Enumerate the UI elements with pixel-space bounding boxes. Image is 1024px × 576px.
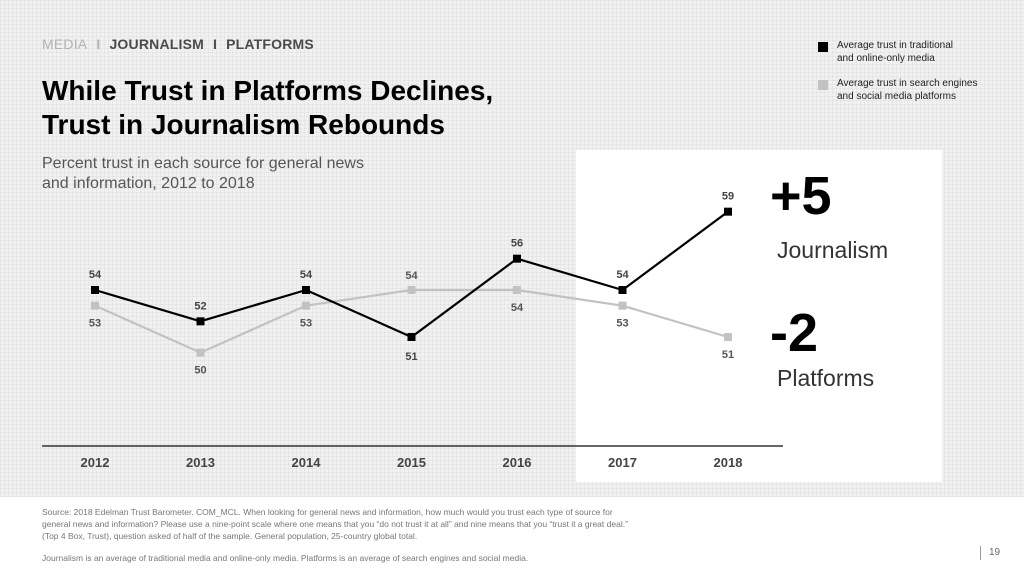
data-point-journalism [724,207,732,216]
data-point-platforms [196,348,205,357]
page-number: 19 [980,546,1000,560]
legend-swatch-platforms [818,80,828,90]
footer-area [0,497,1024,576]
source-footnote: Source: 2018 Edelman Trust Barometer. CO… [42,506,742,542]
legend-label-line: Average trust in traditional [837,40,953,51]
legend-label-line: Average trust in search engines [837,78,978,89]
data-point-platforms [724,333,732,341]
legend-item-journalism: Average trust in traditional and online-… [818,39,1008,65]
legend-item-platforms: Average trust in search engines and soci… [818,77,1008,103]
platforms-change-value: -2 [770,303,819,363]
breadcrumb-item-media: MEDIA [42,36,88,52]
breadcrumb-separator: I [213,36,218,52]
data-label-journalism: 54 [616,269,629,281]
data-label-platforms: 54 [405,270,418,282]
data-point-platforms [91,301,99,310]
chart-subtitle: Percent trust in each source for general… [42,154,442,194]
data-label-platforms: 51 [722,349,734,361]
data-label-journalism: 54 [300,269,313,281]
data-label-journalism: 54 [89,269,102,281]
x-tick-label: 2018 [714,455,743,470]
page-title-line-2: Trust in Journalism Rebounds [42,109,445,140]
data-point-platforms [302,301,310,310]
breadcrumb-item-platforms: PLATFORMS [226,36,314,52]
legend-label-journalism: Average trust in traditional and online-… [837,39,953,65]
data-label-platforms: 53 [616,318,628,330]
breadcrumb-item-journalism: JOURNALISM [109,36,204,52]
data-point-platforms [618,301,627,310]
x-tick-label: 2013 [186,455,215,470]
page-title: While Trust in Platforms Declines, Trust… [42,74,562,142]
platforms-change-label: Platforms [777,365,875,391]
x-tick-label: 2017 [608,455,637,470]
data-point-journalism [513,254,521,263]
breadcrumb: MEDIA I JOURNALISM I PLATFORMS [42,36,314,52]
data-point-platforms [513,286,521,294]
breadcrumb-separator: I [96,36,101,52]
journalism-change-label: Journalism [777,237,889,263]
chart-subtitle-line-1: Percent trust in each source for general… [42,155,364,172]
x-tick-label: 2016 [503,455,532,470]
highlight-panel [576,150,942,482]
data-point-journalism [407,333,416,341]
data-label-platforms: 54 [511,302,524,314]
legend-swatch-journalism [818,42,828,52]
x-tick-label: 2012 [81,455,110,470]
chart-legend: Average trust in traditional and online-… [818,39,1008,115]
journalism-change-value: +5 [770,166,832,226]
definition-footnote: Journalism is an average of traditional … [42,553,529,563]
data-label-platforms: 50 [194,365,206,377]
data-point-journalism [91,286,99,294]
series-line-platforms [94,288,729,354]
data-point-journalism [196,317,205,326]
source-line-2: general news and information? Please use… [42,519,628,529]
page-title-line-1: While Trust in Platforms Declines, [42,75,494,106]
data-label-journalism: 51 [405,351,417,363]
data-label-journalism: 56 [511,238,523,250]
legend-label-line: and online-only media [837,53,935,64]
chart-subtitle-line-2: and information, 2012 to 2018 [42,175,255,192]
data-point-journalism [302,286,310,294]
x-tick-label: 2014 [292,455,322,470]
data-point-journalism [618,286,627,294]
data-label-journalism: 59 [722,191,734,203]
source-line-1: Source: 2018 Edelman Trust Barometer. CO… [42,507,613,517]
data-point-platforms [407,286,416,294]
legend-label-platforms: Average trust in search engines and soci… [837,77,977,103]
x-tick-label: 2015 [397,455,426,470]
data-label-journalism: 52 [194,300,206,312]
legend-label-line: and social media platforms [837,91,956,102]
data-label-platforms: 53 [300,318,312,330]
data-label-platforms: 53 [89,318,101,330]
source-line-3: (Top 4 Box, Trust), question asked of ha… [42,531,418,541]
line-chart: 2012 2013 2014 2015 2016 2017 2018 54 52 54 51 56 54… [42,191,783,470]
